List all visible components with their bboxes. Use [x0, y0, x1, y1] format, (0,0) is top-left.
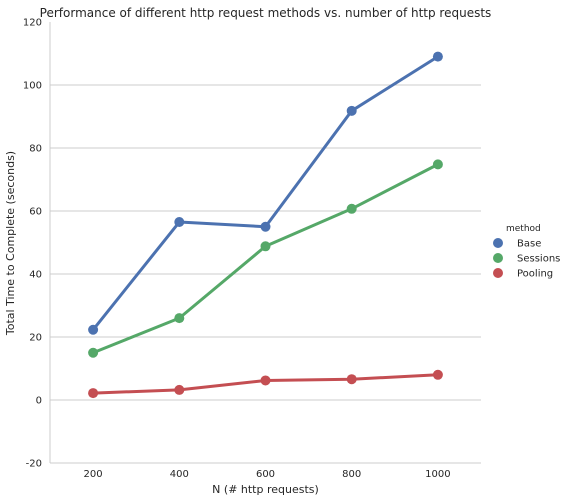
- data-point: [346, 105, 357, 116]
- y-tick-label: 20: [29, 333, 42, 344]
- series-line: [91, 55, 440, 332]
- series-pooling: [88, 369, 443, 399]
- axes: -20 0 20 40 60 80 100 120 200 400 600 800 1000: [23, 18, 481, 480]
- data-point: [260, 375, 271, 386]
- legend-label: Pooling: [517, 269, 553, 280]
- x-tick-label: 200: [84, 469, 103, 480]
- data-point: [174, 217, 185, 228]
- x-tick-label: 800: [342, 469, 361, 480]
- legend-title: method: [506, 224, 541, 234]
- legend-marker: [493, 238, 503, 248]
- x-tick-label: 400: [170, 469, 189, 480]
- y-tick-label: 120: [23, 18, 42, 29]
- data-point: [346, 374, 357, 385]
- data-point: [88, 324, 99, 335]
- y-tick-label: -20: [26, 459, 42, 470]
- y-tick-label: 40: [29, 270, 42, 281]
- legend-label: Sessions: [517, 254, 560, 265]
- series-base: [88, 51, 443, 335]
- data-point: [432, 369, 443, 380]
- legend-label: Base: [517, 239, 541, 250]
- x-axis-label: N (# http requests): [212, 483, 319, 496]
- gridlines: [50, 84, 481, 401]
- y-axis-label: Total Time to Complete (seconds): [4, 151, 17, 336]
- data-point: [260, 221, 271, 232]
- y-tick-label: 0: [36, 396, 42, 407]
- data-point: [260, 241, 271, 252]
- data-point: [346, 203, 357, 214]
- series-line: [91, 162, 440, 355]
- data-point: [432, 51, 443, 62]
- data-point: [432, 159, 443, 170]
- series-layer: [88, 51, 443, 399]
- legend-marker: [493, 268, 503, 278]
- data-point: [88, 347, 99, 358]
- x-tick-label: 600: [256, 469, 275, 480]
- legend: method Base Sessions Pooling: [493, 224, 560, 280]
- chart-title: Performance of different http request me…: [40, 6, 492, 20]
- y-tick-label: 80: [29, 144, 42, 155]
- data-point: [174, 384, 185, 395]
- series-sessions: [88, 159, 443, 358]
- y-tick-label: 60: [29, 207, 42, 218]
- x-tick-label: 1000: [425, 469, 450, 480]
- data-point: [88, 388, 99, 399]
- data-point: [174, 313, 185, 324]
- legend-marker: [493, 253, 503, 263]
- y-tick-label: 100: [23, 81, 42, 92]
